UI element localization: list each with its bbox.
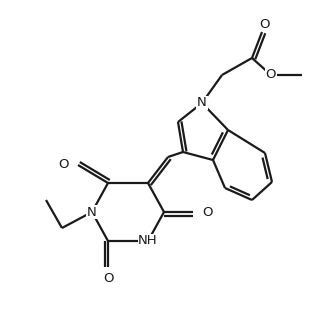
Text: N: N xyxy=(87,206,97,218)
Text: O: O xyxy=(103,273,113,285)
Text: O: O xyxy=(202,206,212,218)
Text: N: N xyxy=(197,96,207,110)
Text: NH: NH xyxy=(138,235,158,248)
Text: O: O xyxy=(259,17,269,31)
Text: O: O xyxy=(59,158,69,172)
Text: O: O xyxy=(266,69,276,81)
